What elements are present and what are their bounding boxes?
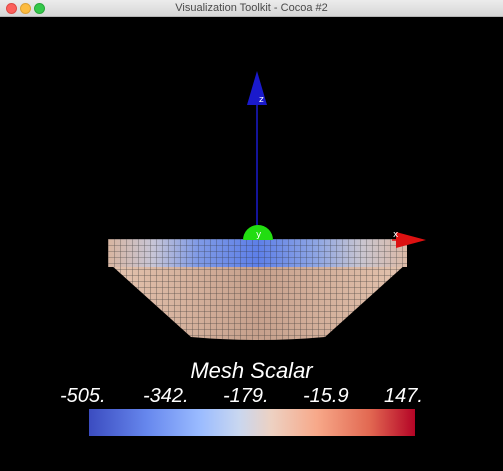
scalar-bar-tick-label: 147. [384, 385, 423, 407]
render-viewport[interactable]: z y x Mesh Scalar -505. -342. -179. -15.… [0, 17, 503, 471]
x-axis-arrow-icon [396, 232, 426, 248]
title-bar[interactable]: Visualization Toolkit - Cocoa #2 [0, 0, 503, 17]
scalar-bar-tick-label: -179. [223, 385, 269, 407]
z-axis-label: z [259, 95, 264, 105]
scalar-bar-tick-label: -505. [60, 385, 106, 407]
scalar-bar-tick-label: -342. [143, 385, 189, 407]
window-title: Visualization Toolkit - Cocoa #2 [175, 2, 328, 14]
y-axis-marker-icon [243, 225, 273, 240]
mesh-bowl [110, 264, 406, 340]
scalar-bar-title: Mesh Scalar [190, 358, 313, 383]
y-axis-label: y [256, 230, 262, 240]
z-axis-arrow-icon [247, 71, 267, 105]
close-button[interactable] [6, 3, 17, 14]
zoom-button[interactable] [34, 3, 45, 14]
scalar-bar-tick-label: -15.9 [303, 385, 349, 407]
scalar-bar-colormap [89, 409, 415, 436]
mesh-scene: z y x [108, 71, 426, 340]
minimize-button[interactable] [20, 3, 31, 14]
mesh-rim [108, 239, 407, 267]
x-axis-label: x [393, 230, 399, 240]
